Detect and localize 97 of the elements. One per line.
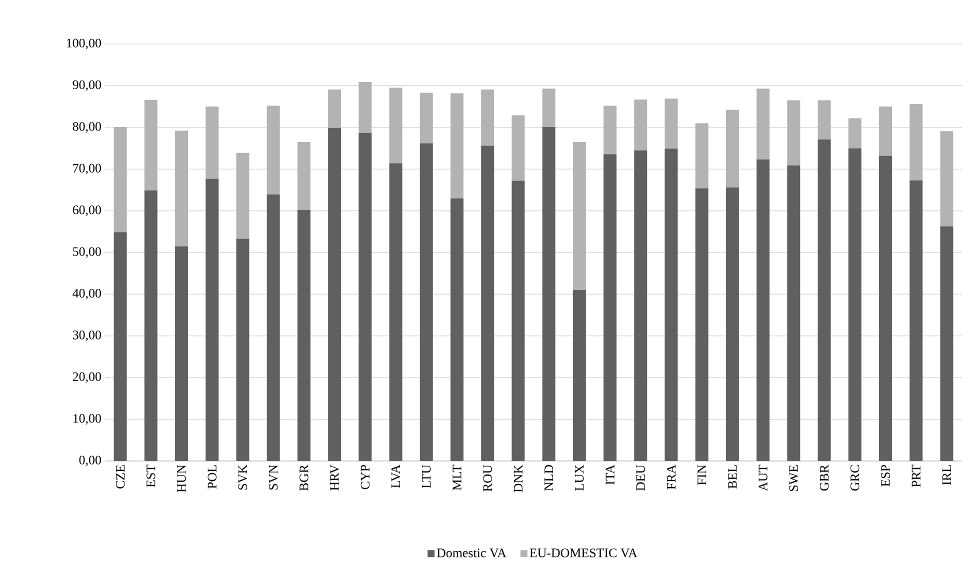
bar	[848, 118, 862, 148]
bar	[818, 100, 831, 140]
x-tick-label: SWE	[789, 465, 798, 491]
bar	[175, 130, 188, 246]
bar	[542, 126, 556, 461]
y-tick-label: 40,00	[72, 288, 101, 300]
bar	[848, 148, 862, 461]
x-tick-label: CYP	[360, 465, 370, 490]
bar	[818, 139, 831, 461]
legend-label: EU-DOMESTIC VA	[530, 548, 638, 558]
x-tick-label: SVK	[238, 464, 248, 490]
bar	[910, 180, 923, 461]
x-tick-label: DNK	[514, 464, 522, 492]
y-tick-label: 0,00	[79, 456, 101, 466]
x-tick-label: PRT	[912, 464, 920, 488]
bar	[481, 89, 494, 146]
bar	[236, 238, 250, 461]
bar	[726, 187, 739, 461]
x-tick-label: DEU	[636, 464, 645, 491]
bar	[328, 128, 342, 461]
bar	[266, 194, 280, 461]
x-tick-label: GBR	[820, 464, 829, 491]
bar	[604, 154, 617, 461]
bar	[206, 178, 219, 461]
x-tick-label: HUN	[177, 464, 186, 492]
bar	[787, 165, 800, 461]
x-tick-label: SVN	[268, 464, 278, 490]
x-tick-label: BEL	[728, 465, 737, 489]
y-tick-label: 90,00	[72, 80, 101, 92]
y-tick-label: 10,00	[73, 414, 101, 425]
x-tick-label: LUX	[575, 464, 584, 491]
y-tick-label: 100,00	[67, 38, 101, 50]
bar	[572, 290, 586, 461]
bar	[297, 210, 310, 461]
bar	[512, 115, 525, 181]
bar	[878, 156, 892, 461]
bar	[940, 226, 954, 461]
bar	[358, 132, 372, 461]
bar	[420, 143, 433, 461]
bar	[481, 146, 494, 461]
y-tick-label: 60,00	[72, 206, 101, 216]
bar	[236, 152, 250, 239]
y-tick-label: 20,00	[72, 372, 101, 383]
y-tick-label: 30,00	[72, 330, 101, 342]
bar	[910, 104, 923, 180]
bar	[512, 180, 525, 461]
bar	[756, 88, 770, 160]
bar	[450, 93, 464, 198]
x-tick-label: EST	[146, 464, 156, 488]
bar	[358, 82, 372, 133]
x-tick-label: LVA	[391, 464, 400, 488]
bar	[420, 92, 433, 144]
bar	[542, 88, 556, 127]
x-tick-label: GRC	[850, 465, 860, 491]
bar	[664, 98, 678, 149]
bar	[175, 246, 188, 461]
bar	[297, 142, 310, 210]
bar	[878, 106, 892, 156]
bar	[634, 150, 648, 461]
bar	[787, 100, 800, 166]
bar	[206, 106, 219, 179]
y-tick-label: 80,00	[72, 122, 101, 133]
x-tick-label: NLD	[544, 465, 554, 491]
x-tick-label: MLT	[452, 464, 462, 490]
legend-label: Domestic VA	[436, 548, 506, 558]
bar	[328, 89, 342, 128]
x-tick-label: ITA	[606, 464, 614, 485]
bar	[114, 126, 127, 232]
x-tick-label: ROU	[483, 464, 492, 492]
y-tick-label: 70,00	[73, 164, 101, 174]
x-tick-label: POL	[208, 465, 216, 489]
bar	[266, 106, 280, 195]
bar	[572, 142, 586, 290]
bar	[726, 110, 739, 188]
x-tick-label: CZE	[116, 465, 125, 488]
y-tick-label: 50,00	[73, 247, 101, 258]
x-tick-label: FIN	[698, 464, 706, 486]
bar	[144, 190, 158, 461]
bar	[664, 148, 678, 461]
x-tick-label: IRL	[942, 465, 951, 485]
x-tick-label: BGR	[300, 464, 308, 491]
bar	[114, 232, 127, 461]
bar	[634, 99, 648, 150]
bar	[144, 100, 158, 190]
bar	[695, 123, 708, 188]
bar	[695, 188, 708, 461]
bar	[604, 106, 617, 154]
bar	[389, 163, 402, 461]
bar	[450, 198, 464, 461]
x-tick-label: ESP	[881, 465, 890, 486]
bar	[940, 131, 954, 226]
x-tick-label: FRA	[666, 464, 676, 490]
x-tick-label: AUT	[758, 464, 768, 492]
x-tick-label: HRV	[330, 464, 339, 490]
bar	[389, 88, 402, 164]
x-tick-label: LTU	[422, 464, 431, 488]
bar	[756, 160, 770, 461]
